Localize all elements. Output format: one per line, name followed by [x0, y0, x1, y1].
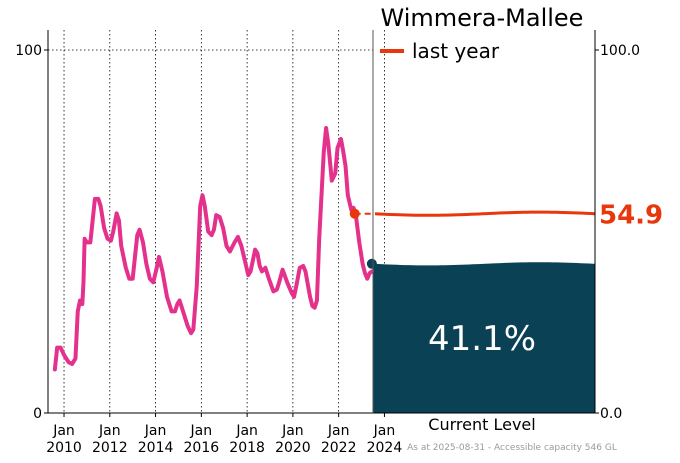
- current-level-fill: [373, 262, 595, 413]
- x-tick-label: Jan 2024: [367, 423, 403, 456]
- x-tick-label-line: Jan: [327, 423, 350, 439]
- history-series: [52, 126, 377, 372]
- last-year-value-label: 54.9: [599, 201, 663, 231]
- x-tick-label-line: 2010: [46, 440, 82, 456]
- x-tick-label-line: 2018: [229, 440, 265, 456]
- x-tick-label-line: 2014: [138, 440, 174, 456]
- current-level-label: Current Level: [428, 415, 535, 434]
- footnote: As at 2025-08-31 - Accessible capacity 5…: [407, 443, 617, 453]
- x-tick-label-line: 2020: [275, 440, 311, 456]
- last-year-line: [374, 210, 596, 217]
- current-level-value: 41.1%: [428, 319, 536, 359]
- x-tick-label-line: 2012: [92, 440, 128, 456]
- x-tick-label-line: Jan: [281, 423, 304, 439]
- last-year-marker: [349, 208, 360, 219]
- x-tick-label-line: 2016: [184, 440, 220, 456]
- legend-label-last-year: last year: [412, 39, 500, 63]
- x-tick-label-line: Jan: [144, 423, 167, 439]
- x-tick-label: Jan 2012: [92, 423, 128, 456]
- x-tick-label: Jan 2016: [184, 423, 220, 456]
- y-tick-label-left: 0: [33, 406, 42, 422]
- series-line: [52, 126, 374, 372]
- chart-title: Wimmera-Mallee: [381, 4, 584, 32]
- x-tick-label-line: Jan: [235, 423, 258, 439]
- current-level-panel: [373, 210, 596, 413]
- x-tick-label: Jan 2020: [275, 423, 311, 456]
- x-tick-label-line: Jan: [190, 423, 213, 439]
- x-tick-label-line: Jan: [52, 423, 75, 439]
- legend: last year: [380, 39, 500, 63]
- y-tick-label-left: 100: [15, 43, 42, 59]
- y-axis-right-ticks: 0.0 100.0: [595, 43, 640, 422]
- current-marker: [366, 258, 377, 269]
- axes-frame: [47, 30, 596, 414]
- x-tick-label: Jan 2022: [321, 423, 357, 456]
- x-tick-label-line: 2024: [367, 440, 403, 456]
- y-tick-label-right: 0.0: [600, 406, 622, 422]
- x-tick-label: Jan 2014: [138, 423, 174, 456]
- x-tick-label-line: 2022: [321, 440, 357, 456]
- y-tick-label-right: 100.0: [600, 43, 640, 59]
- x-tick-label-line: Jan: [98, 423, 121, 439]
- x-tick-label: Jan 2010: [46, 423, 82, 456]
- x-tick-label-line: Jan: [373, 423, 396, 439]
- y-axis-left-ticks: 0 100: [15, 43, 48, 422]
- x-tick-label: Jan 2018: [229, 423, 265, 456]
